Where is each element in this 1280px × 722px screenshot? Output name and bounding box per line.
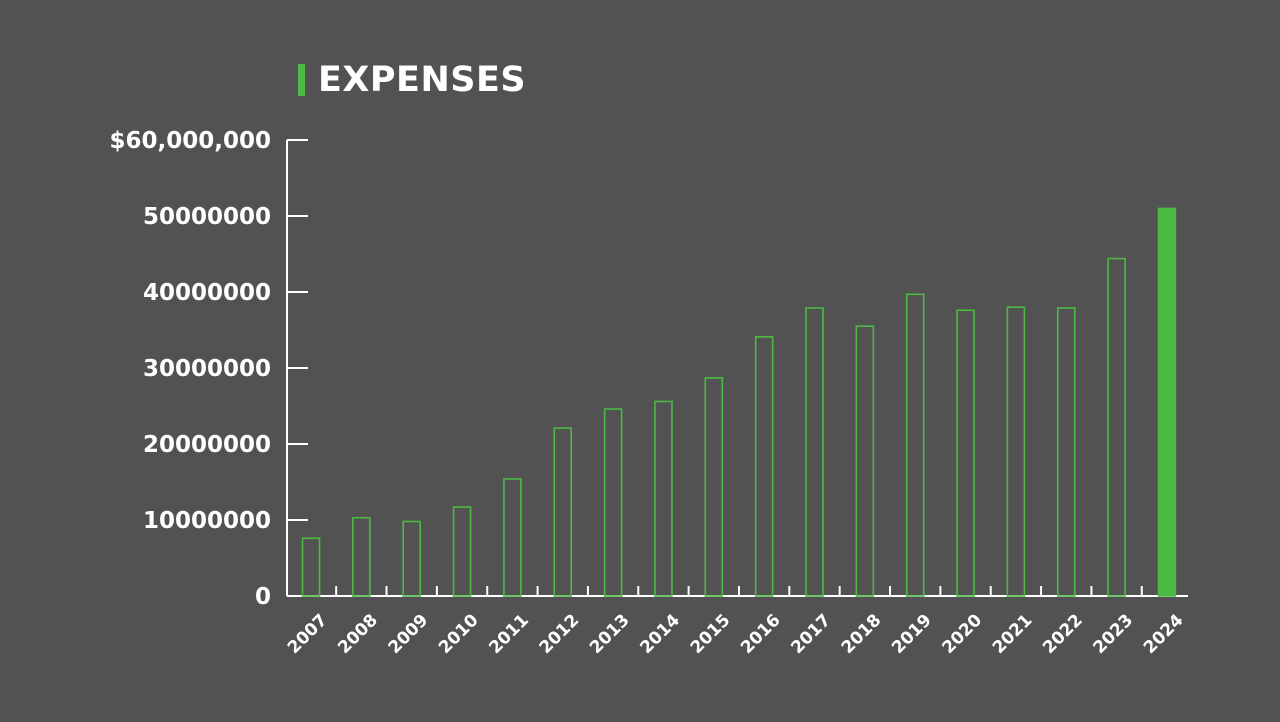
y-tick-label: 30000000 <box>143 356 271 382</box>
x-tick-label: 2008 <box>334 610 382 658</box>
bar-2010 <box>452 506 472 597</box>
y-tick-label: 40000000 <box>143 280 271 306</box>
title-accent-marker <box>298 64 305 96</box>
bar-2017 <box>805 307 824 597</box>
bar-2014 <box>654 400 673 597</box>
bar-2012 <box>553 427 573 597</box>
bar-2008 <box>352 516 371 597</box>
bar-2011 <box>503 478 522 597</box>
x-tick-label: 2016 <box>737 610 785 658</box>
x-tick-label: 2021 <box>989 610 1037 658</box>
bar-2022 <box>1056 307 1076 597</box>
x-tick-label: 2011 <box>485 610 533 658</box>
bar-2024-highlighted <box>1157 207 1177 597</box>
bar-2019 <box>905 293 925 597</box>
bar-2018 <box>855 325 875 597</box>
x-tick-label: 2007 <box>284 610 332 658</box>
x-tick-label: 2020 <box>938 610 986 658</box>
x-tick-label: 2024 <box>1140 610 1188 658</box>
x-tick-label: 2023 <box>1090 610 1138 658</box>
bar-2023 <box>1107 257 1126 597</box>
x-tick-label: 2013 <box>586 610 634 658</box>
y-tick-label: $60,000,000 <box>109 128 271 154</box>
bar-2009 <box>402 520 422 597</box>
y-tick-label: 50000000 <box>143 204 271 230</box>
x-tick-label: 2014 <box>636 610 684 658</box>
y-tick-label: 10000000 <box>143 508 271 534</box>
bar-2021 <box>1006 306 1026 597</box>
x-tick-label: 2009 <box>385 610 433 658</box>
y-tick-label: 20000000 <box>143 432 271 458</box>
x-tick-label: 2019 <box>888 610 936 658</box>
chart-title: EXPENSES <box>298 58 526 102</box>
x-tick-label: 2018 <box>838 610 886 658</box>
bar-2007 <box>301 537 321 597</box>
bar-2020 <box>956 309 975 597</box>
bar-2015 <box>704 377 724 597</box>
x-tick-label: 2015 <box>687 610 735 658</box>
x-tick-label: 2017 <box>787 610 835 658</box>
bar-2016 <box>754 336 774 597</box>
chart-title-text: EXPENSES <box>318 60 527 100</box>
bar-2013 <box>603 408 623 597</box>
x-tick-label: 2022 <box>1039 610 1087 658</box>
x-tick-label: 2010 <box>435 610 483 658</box>
y-tick-label: 0 <box>255 584 271 610</box>
x-tick-label: 2012 <box>536 610 584 658</box>
